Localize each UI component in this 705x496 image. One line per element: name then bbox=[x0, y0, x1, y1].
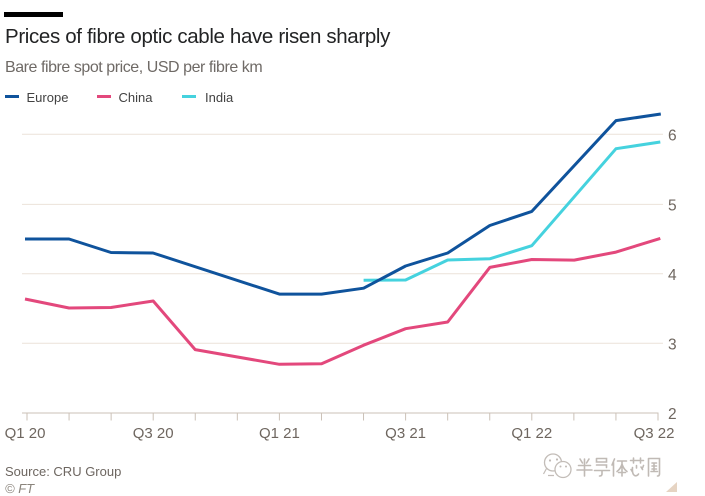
svg-text:Q1 20: Q1 20 bbox=[5, 425, 46, 442]
svg-text:Q3 21: Q3 21 bbox=[385, 425, 426, 442]
svg-text:Q1 21: Q1 21 bbox=[259, 425, 300, 442]
svg-text:4: 4 bbox=[668, 267, 677, 284]
svg-text:Q3 20: Q3 20 bbox=[133, 425, 174, 442]
svg-text:3: 3 bbox=[668, 336, 677, 353]
svg-text:Q1 22: Q1 22 bbox=[511, 425, 552, 442]
svg-text:2: 2 bbox=[668, 406, 677, 423]
svg-text:6: 6 bbox=[668, 128, 677, 145]
svg-text:5: 5 bbox=[668, 198, 677, 215]
svg-text:Q3 22: Q3 22 bbox=[634, 425, 675, 442]
